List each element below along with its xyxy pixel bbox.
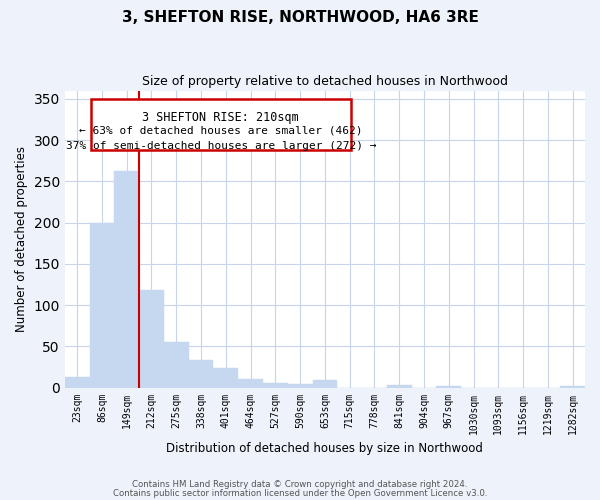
X-axis label: Distribution of detached houses by size in Northwood: Distribution of detached houses by size …: [166, 442, 484, 455]
Bar: [164, 342, 188, 388]
Text: Contains public sector information licensed under the Open Government Licence v3: Contains public sector information licen…: [113, 489, 487, 498]
Bar: [288, 384, 313, 388]
Bar: [436, 386, 461, 388]
Bar: [560, 386, 585, 388]
Bar: [65, 377, 89, 388]
Text: 37% of semi-detached houses are larger (272) →: 37% of semi-detached houses are larger (…: [65, 141, 376, 151]
Text: 3, SHEFTON RISE, NORTHWOOD, HA6 3RE: 3, SHEFTON RISE, NORTHWOOD, HA6 3RE: [122, 10, 478, 25]
Bar: [263, 382, 288, 388]
FancyBboxPatch shape: [91, 100, 351, 150]
Text: ← 63% of detached houses are smaller (462): ← 63% of detached houses are smaller (46…: [79, 126, 362, 136]
Bar: [313, 380, 337, 388]
Bar: [188, 360, 214, 388]
Bar: [214, 368, 238, 388]
Text: Contains HM Land Registry data © Crown copyright and database right 2024.: Contains HM Land Registry data © Crown c…: [132, 480, 468, 489]
Text: 3 SHEFTON RISE: 210sqm: 3 SHEFTON RISE: 210sqm: [142, 110, 299, 124]
Title: Size of property relative to detached houses in Northwood: Size of property relative to detached ho…: [142, 75, 508, 88]
Bar: [89, 222, 115, 388]
Y-axis label: Number of detached properties: Number of detached properties: [15, 146, 28, 332]
Bar: [387, 385, 412, 388]
Bar: [115, 172, 139, 388]
Bar: [238, 380, 263, 388]
Bar: [139, 290, 164, 388]
